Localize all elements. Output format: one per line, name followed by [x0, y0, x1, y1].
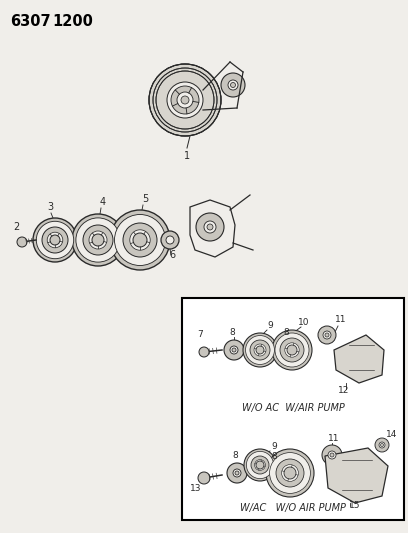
- Circle shape: [270, 453, 310, 494]
- Circle shape: [231, 83, 235, 87]
- Circle shape: [72, 214, 124, 266]
- Circle shape: [50, 235, 60, 245]
- Polygon shape: [334, 335, 384, 383]
- Circle shape: [171, 86, 199, 114]
- Circle shape: [89, 231, 107, 249]
- Circle shape: [199, 347, 209, 357]
- Circle shape: [198, 472, 210, 484]
- Circle shape: [325, 333, 329, 337]
- Circle shape: [166, 236, 174, 244]
- Circle shape: [250, 340, 270, 360]
- Circle shape: [181, 96, 189, 104]
- Circle shape: [246, 336, 275, 365]
- Circle shape: [224, 340, 244, 360]
- Circle shape: [330, 453, 334, 457]
- Text: 9: 9: [271, 442, 277, 451]
- Circle shape: [196, 213, 224, 241]
- Circle shape: [235, 471, 239, 475]
- Circle shape: [266, 449, 314, 497]
- Circle shape: [47, 232, 63, 248]
- Text: 6: 6: [169, 250, 175, 260]
- Text: 4: 4: [100, 197, 106, 207]
- Text: 7: 7: [197, 330, 203, 339]
- Circle shape: [221, 73, 245, 97]
- Circle shape: [207, 224, 213, 230]
- Circle shape: [232, 348, 236, 352]
- Circle shape: [83, 225, 113, 255]
- Text: 2: 2: [13, 222, 19, 232]
- Circle shape: [287, 345, 297, 355]
- Circle shape: [133, 233, 147, 247]
- Text: W/O AC  W/AIR PUMP: W/O AC W/AIR PUMP: [242, 403, 344, 413]
- Circle shape: [177, 92, 193, 108]
- Text: 15: 15: [349, 501, 361, 510]
- Text: 8: 8: [271, 452, 277, 461]
- Circle shape: [276, 459, 304, 487]
- Circle shape: [318, 326, 336, 344]
- Circle shape: [244, 449, 276, 481]
- Circle shape: [375, 438, 389, 452]
- Circle shape: [323, 331, 331, 339]
- Text: 10: 10: [298, 318, 310, 327]
- Text: 8: 8: [232, 451, 238, 460]
- Circle shape: [233, 469, 241, 477]
- Polygon shape: [325, 448, 388, 503]
- Circle shape: [149, 64, 221, 136]
- Circle shape: [322, 445, 342, 465]
- Circle shape: [255, 459, 265, 471]
- Circle shape: [230, 346, 238, 354]
- Circle shape: [33, 218, 77, 262]
- Circle shape: [228, 80, 238, 90]
- Circle shape: [381, 443, 384, 447]
- Circle shape: [254, 344, 266, 356]
- Circle shape: [251, 456, 269, 474]
- Circle shape: [115, 214, 166, 265]
- Circle shape: [76, 218, 120, 262]
- Text: 3: 3: [47, 202, 53, 212]
- Circle shape: [36, 221, 74, 259]
- Circle shape: [246, 451, 274, 479]
- Text: 14: 14: [386, 430, 398, 439]
- Circle shape: [123, 223, 157, 257]
- Text: 1: 1: [184, 151, 190, 161]
- Circle shape: [243, 333, 277, 367]
- Circle shape: [256, 346, 264, 354]
- Circle shape: [275, 333, 309, 367]
- Text: 13: 13: [190, 484, 202, 493]
- Circle shape: [227, 463, 247, 483]
- Circle shape: [284, 467, 296, 479]
- Circle shape: [130, 230, 150, 250]
- Circle shape: [204, 221, 216, 233]
- Text: 1200: 1200: [52, 14, 93, 29]
- Circle shape: [280, 338, 304, 362]
- Circle shape: [42, 227, 68, 253]
- Circle shape: [161, 231, 179, 249]
- Circle shape: [17, 237, 27, 247]
- Circle shape: [256, 461, 264, 469]
- Circle shape: [272, 330, 312, 370]
- Text: 6307: 6307: [10, 14, 51, 29]
- Circle shape: [285, 343, 299, 357]
- Circle shape: [379, 442, 385, 448]
- Text: 11: 11: [328, 434, 340, 443]
- Circle shape: [167, 82, 203, 118]
- Circle shape: [328, 451, 336, 459]
- Text: 8: 8: [283, 328, 289, 337]
- Text: 12: 12: [338, 386, 350, 395]
- Text: 8: 8: [229, 328, 235, 337]
- Circle shape: [282, 465, 298, 481]
- Bar: [182, 298, 404, 520]
- Circle shape: [92, 234, 104, 246]
- Text: 11: 11: [335, 315, 347, 324]
- Text: 5: 5: [142, 194, 148, 204]
- Text: 9: 9: [267, 321, 273, 330]
- Circle shape: [110, 210, 170, 270]
- Text: W/AC   W/O AIR PUMP: W/AC W/O AIR PUMP: [240, 503, 346, 513]
